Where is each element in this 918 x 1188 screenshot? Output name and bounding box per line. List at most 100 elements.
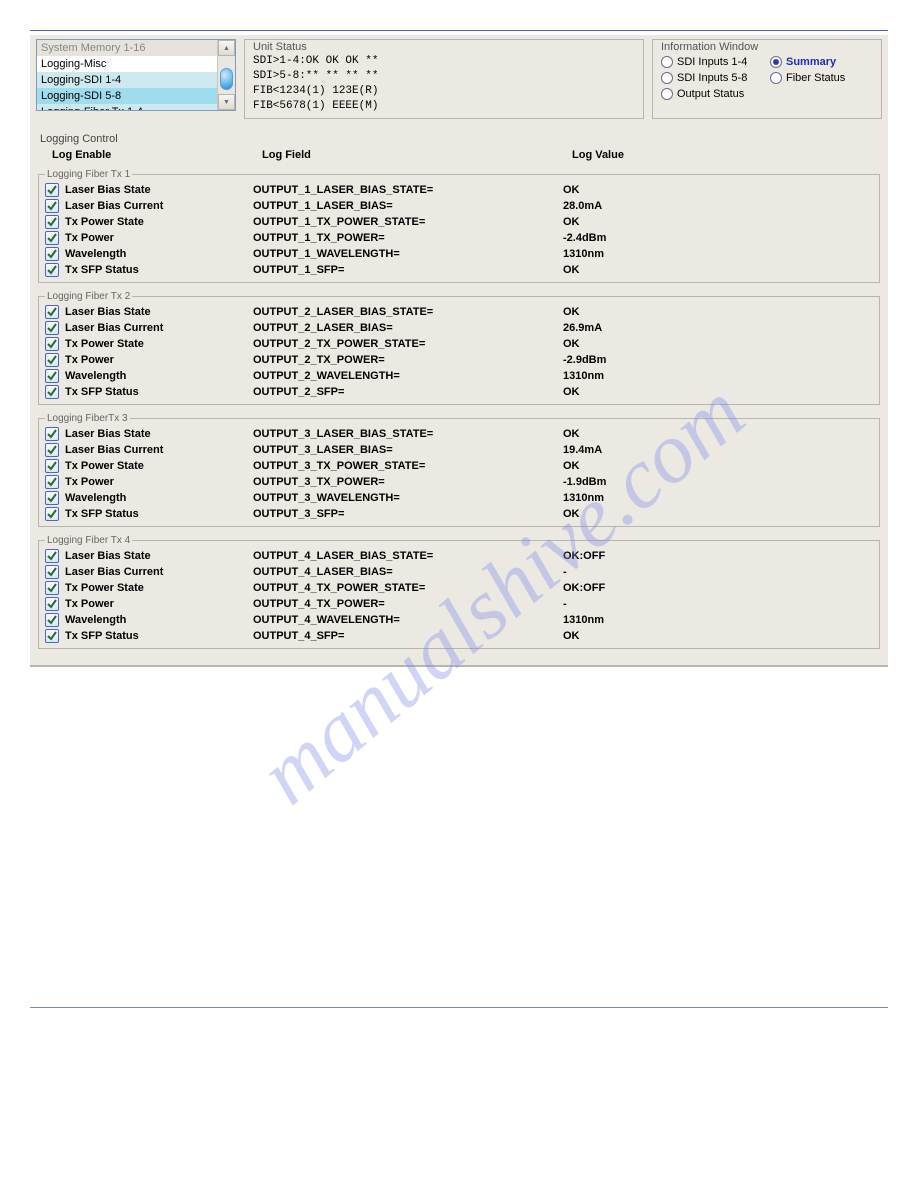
checkbox[interactable] <box>45 353 59 367</box>
checkbox[interactable] <box>45 369 59 383</box>
scroll-thumb[interactable] <box>220 68 233 90</box>
group-title: Logging Fiber Tx 2 <box>45 291 132 302</box>
log-field: OUTPUT_1_SFP= <box>253 264 563 276</box>
log-row: Laser Bias CurrentOUTPUT_1_LASER_BIAS=28… <box>45 198 873 214</box>
log-row: WavelengthOUTPUT_4_WAVELENGTH=1310nm <box>45 612 873 628</box>
group-title: Logging FiberTx 3 <box>45 413 130 424</box>
checkbox[interactable] <box>45 491 59 505</box>
checkbox[interactable] <box>45 215 59 229</box>
log-value: OK <box>563 216 873 228</box>
info-radio[interactable]: Output Status <box>661 88 764 100</box>
unit-status-line: FIB<5678(1) EEEE(M) <box>253 99 635 114</box>
checkbox[interactable] <box>45 321 59 335</box>
checkbox[interactable] <box>45 613 59 627</box>
log-row: Laser Bias StateOUTPUT_3_LASER_BIAS_STAT… <box>45 426 873 442</box>
log-value: 19.4mA <box>563 444 873 456</box>
log-value: 1310nm <box>563 370 873 382</box>
list-item[interactable]: Logging-SDI 1-4 <box>37 72 217 88</box>
checkbox[interactable] <box>45 475 59 489</box>
log-row: Tx Power StateOUTPUT_4_TX_POWER_STATE=OK… <box>45 580 873 596</box>
log-label: Laser Bias State <box>65 428 253 440</box>
log-value: -2.9dBm <box>563 354 873 366</box>
checkbox[interactable] <box>45 183 59 197</box>
info-radio[interactable]: Summary <box>770 56 873 68</box>
log-value: -1.9dBm <box>563 476 873 488</box>
main-panel: System Memory 1-16Logging-MiscLogging-SD… <box>30 35 888 667</box>
information-window-group: Information Window SDI Inputs 1-4 Summary… <box>652 39 882 119</box>
log-row: WavelengthOUTPUT_3_WAVELENGTH=1310nm <box>45 490 873 506</box>
checkbox[interactable] <box>45 263 59 277</box>
log-row: Laser Bias CurrentOUTPUT_4_LASER_BIAS=- <box>45 564 873 580</box>
top-rule <box>30 30 888 31</box>
checkbox[interactable] <box>45 427 59 441</box>
log-value: OK:OFF <box>563 550 873 562</box>
checkbox[interactable] <box>45 231 59 245</box>
checkbox[interactable] <box>45 385 59 399</box>
checkbox[interactable] <box>45 507 59 521</box>
checkbox[interactable] <box>45 443 59 457</box>
log-label: Tx Power <box>65 354 253 366</box>
log-label: Tx Power State <box>65 460 253 472</box>
listbox-scrollbar[interactable]: ▲ ▼ <box>217 40 235 110</box>
radio-icon <box>661 88 673 100</box>
log-label: Laser Bias State <box>65 306 253 318</box>
header-log-field: Log Field <box>262 149 572 161</box>
log-row: Laser Bias StateOUTPUT_1_LASER_BIAS_STAT… <box>45 182 873 198</box>
checkbox[interactable] <box>45 581 59 595</box>
log-value: 1310nm <box>563 248 873 260</box>
log-label: Tx Power State <box>65 582 253 594</box>
log-row: Tx SFP StatusOUTPUT_4_SFP=OK <box>45 628 873 644</box>
checkbox[interactable] <box>45 629 59 643</box>
log-row: Tx SFP StatusOUTPUT_3_SFP=OK <box>45 506 873 522</box>
checkbox[interactable] <box>45 549 59 563</box>
log-value: - <box>563 598 873 610</box>
info-radio[interactable]: Fiber Status <box>770 72 873 84</box>
checkbox[interactable] <box>45 305 59 319</box>
log-label: Tx Power State <box>65 216 253 228</box>
radio-label: Summary <box>786 56 836 68</box>
log-label: Tx Power <box>65 476 253 488</box>
checkbox[interactable] <box>45 337 59 351</box>
info-radio[interactable]: SDI Inputs 5-8 <box>661 72 764 84</box>
info-window-title: Information Window <box>661 41 873 53</box>
log-row: Tx PowerOUTPUT_4_TX_POWER=- <box>45 596 873 612</box>
checkbox[interactable] <box>45 597 59 611</box>
log-row: WavelengthOUTPUT_1_WAVELENGTH=1310nm <box>45 246 873 262</box>
info-radio[interactable]: SDI Inputs 1-4 <box>661 56 764 68</box>
logging-control-section: Logging Control Log Enable Log Field Log… <box>36 133 882 649</box>
list-item[interactable]: Logging-SDI 5-8 <box>37 88 217 104</box>
scroll-up-icon[interactable]: ▲ <box>218 40 235 56</box>
log-label: Tx SFP Status <box>65 508 253 520</box>
checkbox[interactable] <box>45 199 59 213</box>
log-row: Laser Bias CurrentOUTPUT_2_LASER_BIAS=26… <box>45 320 873 336</box>
log-label: Tx Power <box>65 232 253 244</box>
log-value: OK:OFF <box>563 582 873 594</box>
log-value: 1310nm <box>563 492 873 504</box>
log-value: 1310nm <box>563 614 873 626</box>
unit-status-line: SDI>5-8:** ** ** ** <box>253 69 635 84</box>
checkbox[interactable] <box>45 565 59 579</box>
log-row: Tx Power StateOUTPUT_1_TX_POWER_STATE=OK <box>45 214 873 230</box>
checkbox[interactable] <box>45 247 59 261</box>
radio-icon <box>661 72 673 84</box>
log-field: OUTPUT_3_SFP= <box>253 508 563 520</box>
radio-icon <box>661 56 673 68</box>
logging-control-title: Logging Control <box>36 133 882 145</box>
list-item[interactable]: Logging-Fiber Tx 1-4 <box>37 104 217 111</box>
log-label: Tx SFP Status <box>65 264 253 276</box>
page-listbox[interactable]: System Memory 1-16Logging-MiscLogging-SD… <box>36 39 236 111</box>
logging-group: Logging Fiber Tx 4Laser Bias StateOUTPUT… <box>38 535 880 649</box>
log-field: OUTPUT_1_WAVELENGTH= <box>253 248 563 260</box>
log-field: OUTPUT_4_TX_POWER_STATE= <box>253 582 563 594</box>
list-item[interactable]: System Memory 1-16 <box>37 40 217 56</box>
log-label: Tx Power State <box>65 338 253 350</box>
scroll-down-icon[interactable]: ▼ <box>218 94 235 110</box>
log-field: OUTPUT_1_TX_POWER= <box>253 232 563 244</box>
log-row: Laser Bias StateOUTPUT_4_LASER_BIAS_STAT… <box>45 548 873 564</box>
log-value: OK <box>563 264 873 276</box>
log-label: Laser Bias State <box>65 550 253 562</box>
log-label: Tx SFP Status <box>65 630 253 642</box>
checkbox[interactable] <box>45 459 59 473</box>
list-item[interactable]: Logging-Misc <box>37 56 217 72</box>
log-label: Laser Bias Current <box>65 200 253 212</box>
